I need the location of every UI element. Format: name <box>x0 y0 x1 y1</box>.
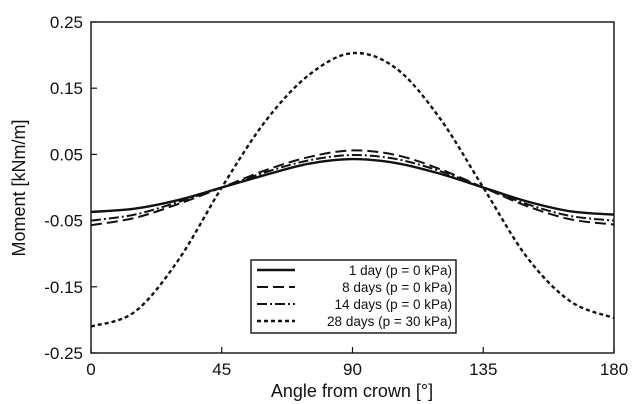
y-tick-label: 0.15 <box>50 79 83 98</box>
legend-label-4: 28 days (p = 30 kPa) <box>327 314 452 329</box>
y-tick-label: 0.05 <box>50 145 83 164</box>
series-line-1 <box>90 157 615 216</box>
series-line-3 <box>90 154 615 222</box>
x-tick-label: 0 <box>86 360 95 379</box>
x-tick-label: 135 <box>469 360 497 379</box>
x-tick-label: 180 <box>600 360 628 379</box>
series-line-2 <box>90 149 615 227</box>
y-tick-label: -0.05 <box>44 212 83 231</box>
legend-label-1: 1 day (p = 0 kPa) <box>349 263 452 278</box>
x-tick-label: 90 <box>343 360 362 379</box>
x-axis-title: Angle from crown [°] <box>271 381 433 401</box>
y-tick-label: -0.15 <box>44 278 83 297</box>
y-tick-label: 0.25 <box>50 13 83 32</box>
legend-label-2: 8 days (p = 0 kPa) <box>342 280 452 295</box>
legend: 1 day (p = 0 kPa) 8 days (p = 0 kPa) 14 da… <box>250 259 457 334</box>
legend-label-3: 14 days (p = 0 kPa) <box>335 297 452 312</box>
x-tick-label: 45 <box>212 360 231 379</box>
series-line-4 <box>90 51 615 328</box>
y-axis-title: Moment [kNm/m] <box>9 119 29 256</box>
series-layer <box>90 51 615 328</box>
y-tick-label: -0.25 <box>44 344 83 363</box>
axis-ticks: 0 45 90 135 180 0.25 0.15 0.05 -0.05 -0.15 -0.25 <box>44 13 628 379</box>
